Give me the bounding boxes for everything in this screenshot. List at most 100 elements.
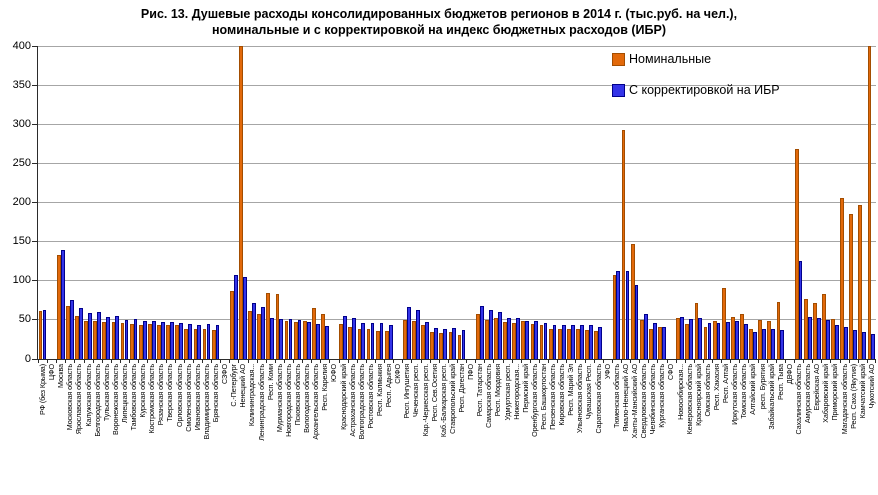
x-axis-label: Чувашская Респ.	[584, 364, 594, 420]
gridline-y-250	[38, 162, 876, 164]
adjusted-series-swatch-icon	[612, 83, 625, 97]
x-axis-label: Смоленская область	[183, 364, 193, 432]
x-axis-label: Ярославская область	[74, 364, 84, 435]
bar-nominal	[548, 329, 553, 359]
bar-nominal	[175, 325, 180, 359]
x-axis-label: респ. Бурятия	[757, 364, 767, 410]
x-axis-label: СКФО	[393, 364, 403, 384]
x-axis-label: Тверская область	[165, 364, 175, 422]
x-axis-label: Краснодарский край	[338, 364, 348, 430]
gridline-y-400	[38, 45, 876, 47]
x-axis-label: Кар.-Черкесская респ.	[420, 364, 430, 437]
y-axis-label: 300	[12, 117, 31, 130]
x-axis-label: Еврейская АО	[812, 364, 822, 411]
bar-adjusted	[133, 319, 138, 359]
y-axis-tick	[32, 358, 38, 360]
bar-adjusted	[534, 321, 539, 359]
bar-nominal	[457, 334, 462, 359]
x-axis-label: Респ. Коми	[265, 364, 275, 401]
bar-nominal	[567, 329, 571, 359]
bar-adjusted	[798, 261, 803, 359]
bar-nominal	[840, 197, 845, 359]
y-axis-tick	[32, 241, 38, 243]
x-axis-label: Мурманская область	[274, 364, 284, 433]
bar-nominal	[694, 303, 699, 359]
bar-adjusted	[743, 323, 748, 359]
x-axis-label: Белгородская область	[92, 364, 102, 437]
bar-adjusted	[343, 316, 347, 359]
x-axis-label: Калужская область	[83, 364, 93, 427]
bar-adjusted	[835, 325, 839, 359]
bar-adjusted	[170, 322, 174, 359]
x-axis-label: Тюменская область	[611, 364, 621, 428]
bar-adjusted	[388, 325, 393, 359]
bar-nominal	[758, 319, 763, 359]
bar-adjusted	[233, 274, 238, 359]
x-axis-tick	[92, 359, 94, 363]
x-axis-label: Ханты-Мансийский АО	[630, 364, 640, 439]
bar-nominal	[794, 149, 799, 359]
x-axis-tick	[393, 359, 395, 363]
nominal-series-swatch-icon	[612, 52, 625, 66]
x-axis-tick	[484, 359, 486, 363]
bar-nominal	[184, 328, 189, 359]
bar-nominal	[120, 323, 125, 359]
bar-adjusted	[616, 270, 621, 359]
bar-nominal	[84, 321, 89, 359]
bar-nominal	[648, 328, 653, 359]
bar-nominal	[202, 329, 207, 359]
bar-adjusted	[680, 316, 684, 359]
bar-adjusted	[188, 323, 193, 359]
bar-nominal	[475, 314, 480, 359]
x-axis-tick	[757, 359, 759, 363]
gridline-y-300	[38, 123, 876, 125]
x-axis-tick	[575, 359, 577, 363]
x-axis-tick	[338, 359, 340, 363]
x-axis-tick	[875, 359, 876, 363]
x-axis-tick	[375, 359, 377, 363]
x-axis-label: Сахалинская область	[793, 364, 803, 435]
bar-nominal	[111, 322, 116, 359]
x-axis-tick	[256, 359, 258, 363]
x-axis-label: Ямало-Ненецкий АО	[620, 364, 630, 432]
y-axis-tick	[32, 202, 38, 203]
bar-nominal	[193, 329, 198, 359]
bar-adjusted	[479, 305, 484, 359]
x-axis-label: Респ. Дагестан	[456, 364, 466, 413]
x-axis-label: Приморский край	[830, 364, 840, 421]
bar-adjusted	[124, 319, 129, 359]
bar-adjusted	[206, 323, 211, 359]
bar-nominal	[66, 305, 70, 359]
bar-nominal	[630, 244, 635, 359]
x-axis-tick	[201, 359, 203, 363]
bar-adjusted	[434, 327, 439, 359]
x-axis-tick	[38, 359, 39, 363]
bar-adjusted	[543, 323, 548, 359]
x-axis-label: Липецкая область	[119, 364, 129, 423]
bar-adjusted	[425, 322, 429, 359]
bar-adjusted	[488, 309, 493, 359]
bar-adjusted	[379, 323, 384, 359]
bar-adjusted	[652, 323, 657, 359]
x-axis-tick	[766, 359, 768, 363]
x-axis-tick	[712, 359, 714, 363]
x-axis-label: Орловская область	[174, 364, 184, 428]
x-axis-label: Камчатский край	[857, 364, 867, 419]
x-axis-label: Респ. Татарстан	[475, 364, 485, 417]
x-axis-tick	[229, 359, 231, 363]
bar-nominal	[503, 322, 508, 359]
x-axis-tick	[402, 359, 404, 363]
bar-nominal	[375, 330, 380, 359]
bar-adjusted	[716, 323, 721, 359]
bar-adjusted	[753, 332, 757, 359]
x-axis-tick	[238, 359, 240, 363]
bar-adjusted	[197, 324, 202, 359]
bar-adjusted	[734, 321, 739, 359]
bar-adjusted	[106, 316, 111, 359]
bar-adjusted	[461, 330, 466, 359]
bar-nominal	[594, 330, 599, 359]
bar-nominal	[148, 323, 152, 359]
x-axis-label: Пензенская область	[548, 364, 558, 430]
x-axis-tick	[356, 359, 358, 363]
x-axis-tick	[165, 359, 167, 363]
